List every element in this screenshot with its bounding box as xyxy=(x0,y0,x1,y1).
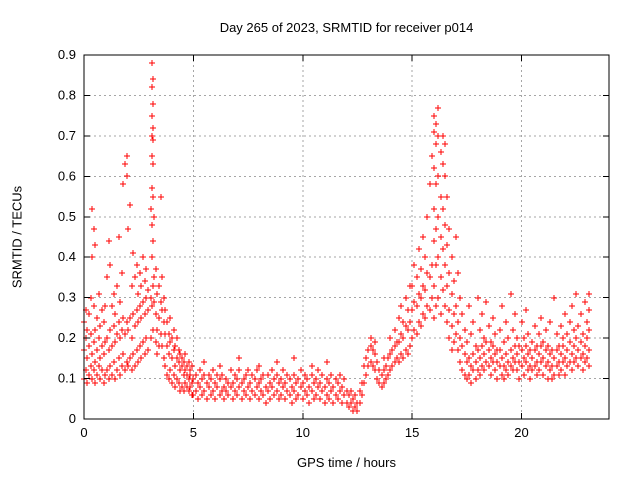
x-tick-label: 20 xyxy=(514,425,528,440)
x-tick-label: 0 xyxy=(80,425,87,440)
y-tick-label: 0.5 xyxy=(58,209,76,224)
y-tick-label: 0.6 xyxy=(58,168,76,183)
y-tick-label: 0.7 xyxy=(58,128,76,143)
x-tick-label: 10 xyxy=(296,425,310,440)
x-tick-label: 5 xyxy=(190,425,197,440)
data-point-markers xyxy=(81,60,592,414)
y-tick-label: 0 xyxy=(69,411,76,426)
plot-frame xyxy=(83,54,610,420)
y-tick-label: 0.2 xyxy=(58,330,76,345)
y-tick-label: 0.8 xyxy=(58,87,76,102)
x-tick-label: 15 xyxy=(405,425,419,440)
y-tick-label: 0.1 xyxy=(58,371,76,386)
y-tick-label: 0.3 xyxy=(58,290,76,305)
chart-title: Day 265 of 2023, SRMTID for receiver p01… xyxy=(219,20,474,35)
gridlines xyxy=(84,55,609,419)
y-axis-label: SRMTID / TECUs xyxy=(9,185,25,289)
x-axis-label: GPS time / hours xyxy=(297,455,396,470)
y-tick-label: 0.9 xyxy=(58,47,76,62)
y-tick-label: 0.4 xyxy=(58,249,76,264)
